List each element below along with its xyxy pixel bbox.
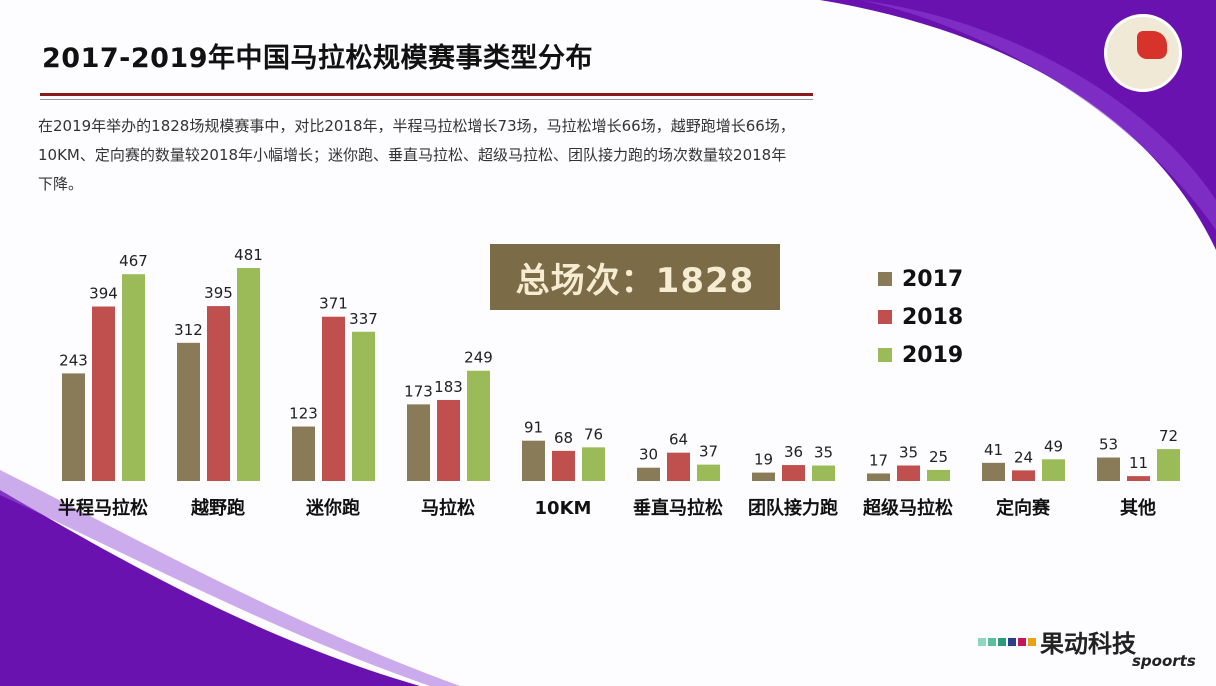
slide-title: 2017-2019年中国马拉松规模赛事类型分布	[42, 43, 593, 74]
data-label: 394	[89, 285, 118, 303]
legend-label: 2019	[902, 342, 964, 368]
bar-2018-3	[437, 399, 460, 481]
data-label: 371	[319, 295, 348, 313]
bar-2019-6	[812, 465, 835, 481]
bar-2018-8	[1012, 470, 1035, 481]
legend-item-2017: 2017	[878, 260, 963, 298]
bar-2018-5	[667, 452, 690, 481]
data-label: 49	[1044, 437, 1063, 455]
category-label: 团队接力跑	[748, 497, 838, 519]
data-label: 76	[584, 425, 603, 443]
data-label: 337	[349, 310, 378, 328]
data-label: 53	[1099, 436, 1118, 454]
category-label: 垂直马拉松	[633, 497, 723, 519]
data-label: 35	[899, 444, 918, 462]
brand-sub: spoorts	[1132, 652, 1196, 670]
brand-name: 果动科技	[1040, 630, 1136, 658]
bar-2017-3	[407, 404, 430, 481]
bar-2019-2	[352, 331, 375, 481]
category-label: 马拉松	[421, 497, 475, 519]
bar-2017-8	[982, 462, 1005, 481]
data-label: 24	[1014, 448, 1033, 466]
bar-2019-7	[927, 469, 950, 481]
association-seal-logo	[1104, 14, 1182, 92]
data-label: 123	[289, 405, 318, 423]
legend-swatch	[878, 348, 892, 362]
category-label: 越野跑	[190, 497, 245, 519]
legend-item-2018: 2018	[878, 298, 963, 336]
data-label: 11	[1129, 454, 1148, 472]
category-label: 迷你跑	[305, 497, 360, 519]
data-label: 312	[174, 321, 203, 339]
brand-pixel-mark	[978, 637, 1036, 646]
bar-2019-9	[1157, 449, 1180, 481]
bar-2017-9	[1097, 457, 1120, 481]
bar-2017-2	[292, 426, 315, 481]
brand-logo: 果动科技 spoorts	[978, 624, 1196, 670]
category-label: 10KM	[535, 498, 592, 519]
bar-2017-5	[637, 467, 660, 481]
data-label: 481	[234, 246, 263, 264]
bar-2019-8	[1042, 459, 1065, 481]
legend-item-2019: 2019	[878, 336, 963, 374]
data-label: 30	[639, 446, 658, 464]
category-label: 定向赛	[996, 497, 1051, 519]
legend-label: 2017	[902, 266, 964, 292]
bar-2018-9	[1127, 476, 1150, 481]
data-label: 173	[404, 382, 433, 400]
bar-2018-4	[552, 450, 575, 481]
bar-2017-1	[177, 342, 200, 481]
bar-2017-7	[867, 473, 890, 481]
bar-2017-0	[62, 373, 85, 481]
category-label: 超级马拉松	[863, 497, 953, 519]
bar-2017-4	[522, 440, 545, 481]
bar-2019-5	[697, 464, 720, 481]
data-label: 243	[59, 351, 88, 369]
chart-legend: 2017 2018 2019	[878, 260, 963, 374]
total-count-box: 总场次：1828	[490, 244, 780, 310]
data-label: 17	[869, 451, 888, 469]
legend-label: 2018	[902, 304, 964, 330]
bar-2017-6	[752, 472, 775, 481]
bar-2018-6	[782, 465, 805, 481]
data-label: 72	[1159, 427, 1178, 445]
bar-2018-2	[322, 316, 345, 481]
title-divider-thin	[40, 99, 813, 100]
data-label: 41	[984, 441, 1003, 459]
category-label: 半程马拉松	[58, 497, 148, 519]
data-label: 467	[119, 252, 148, 270]
summary-paragraph: 在2019年举办的1828场规模赛事中，对比2018年，半程马拉松增长73场，马…	[38, 117, 795, 193]
title-divider	[40, 93, 813, 96]
data-label: 37	[699, 443, 718, 461]
data-label: 25	[929, 448, 948, 466]
data-label: 183	[434, 378, 463, 396]
bar-2019-0	[122, 274, 145, 481]
data-label: 35	[814, 444, 833, 462]
data-label: 19	[754, 451, 773, 469]
data-label: 68	[554, 429, 573, 447]
data-label: 395	[204, 284, 233, 302]
bar-2019-1	[237, 268, 260, 481]
bar-2018-7	[897, 465, 920, 481]
bar-2019-4	[582, 447, 605, 481]
data-label: 91	[524, 419, 543, 437]
legend-swatch	[878, 272, 892, 286]
legend-swatch	[878, 310, 892, 324]
bar-2018-1	[207, 306, 230, 481]
data-label: 36	[784, 443, 803, 461]
category-label: 其他	[1120, 497, 1156, 519]
data-label: 249	[464, 349, 493, 367]
bar-2019-3	[467, 370, 490, 481]
data-label: 64	[669, 431, 688, 449]
bar-2018-0	[92, 306, 115, 481]
